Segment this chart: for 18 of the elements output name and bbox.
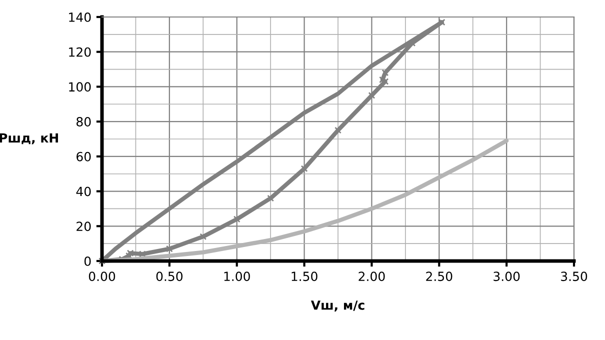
x-tick-label: 2.00 <box>358 272 385 282</box>
x-axis-title: Vш, м/с <box>310 300 364 312</box>
x-tick-label: 0.50 <box>156 272 183 282</box>
y-tick-label: 120 <box>69 47 91 57</box>
y-tick-label: 80 <box>76 117 91 126</box>
x-tick-label: 3.00 <box>494 272 520 282</box>
x-tick-label: 1.00 <box>224 272 250 282</box>
x-tick-label: 1.50 <box>292 272 318 282</box>
y-axis-title: Ршд, кН <box>0 133 58 144</box>
x-tick-label: 2.50 <box>426 272 452 282</box>
y-tick-label: 60 <box>76 152 91 162</box>
y-tick-label: 40 <box>76 186 91 196</box>
y-tick-label: 20 <box>76 222 91 232</box>
x-tick-label: 0.00 <box>88 272 116 282</box>
y-tick-label: 100 <box>69 82 91 92</box>
y-tick-label: 140 <box>69 12 91 22</box>
y-tick-label: 0 <box>84 256 91 266</box>
x-tick-label: 3.50 <box>561 272 588 282</box>
